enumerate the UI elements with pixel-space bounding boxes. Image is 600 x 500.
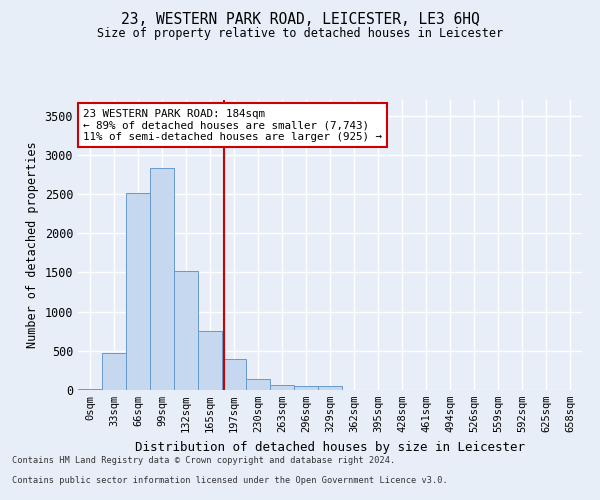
Bar	[150, 168, 174, 390]
Text: Contains public sector information licensed under the Open Government Licence v3: Contains public sector information licen…	[12, 476, 448, 485]
Bar	[174, 271, 198, 390]
Bar	[294, 386, 318, 390]
Text: Size of property relative to detached houses in Leicester: Size of property relative to detached ho…	[97, 28, 503, 40]
Y-axis label: Number of detached properties: Number of detached properties	[26, 142, 39, 348]
Text: 23, WESTERN PARK ROAD, LEICESTER, LE3 6HQ: 23, WESTERN PARK ROAD, LEICESTER, LE3 6H…	[121, 12, 479, 28]
Bar	[198, 331, 222, 390]
Bar	[78, 388, 102, 390]
Text: Contains HM Land Registry data © Crown copyright and database right 2024.: Contains HM Land Registry data © Crown c…	[12, 456, 395, 465]
Bar	[126, 194, 150, 390]
X-axis label: Distribution of detached houses by size in Leicester: Distribution of detached houses by size …	[135, 440, 525, 454]
Bar	[318, 386, 342, 390]
Bar	[270, 385, 294, 390]
Bar	[222, 360, 246, 390]
Text: 23 WESTERN PARK ROAD: 184sqm
← 89% of detached houses are smaller (7,743)
11% of: 23 WESTERN PARK ROAD: 184sqm ← 89% of de…	[83, 108, 382, 142]
Bar	[102, 353, 126, 390]
Bar	[246, 379, 270, 390]
